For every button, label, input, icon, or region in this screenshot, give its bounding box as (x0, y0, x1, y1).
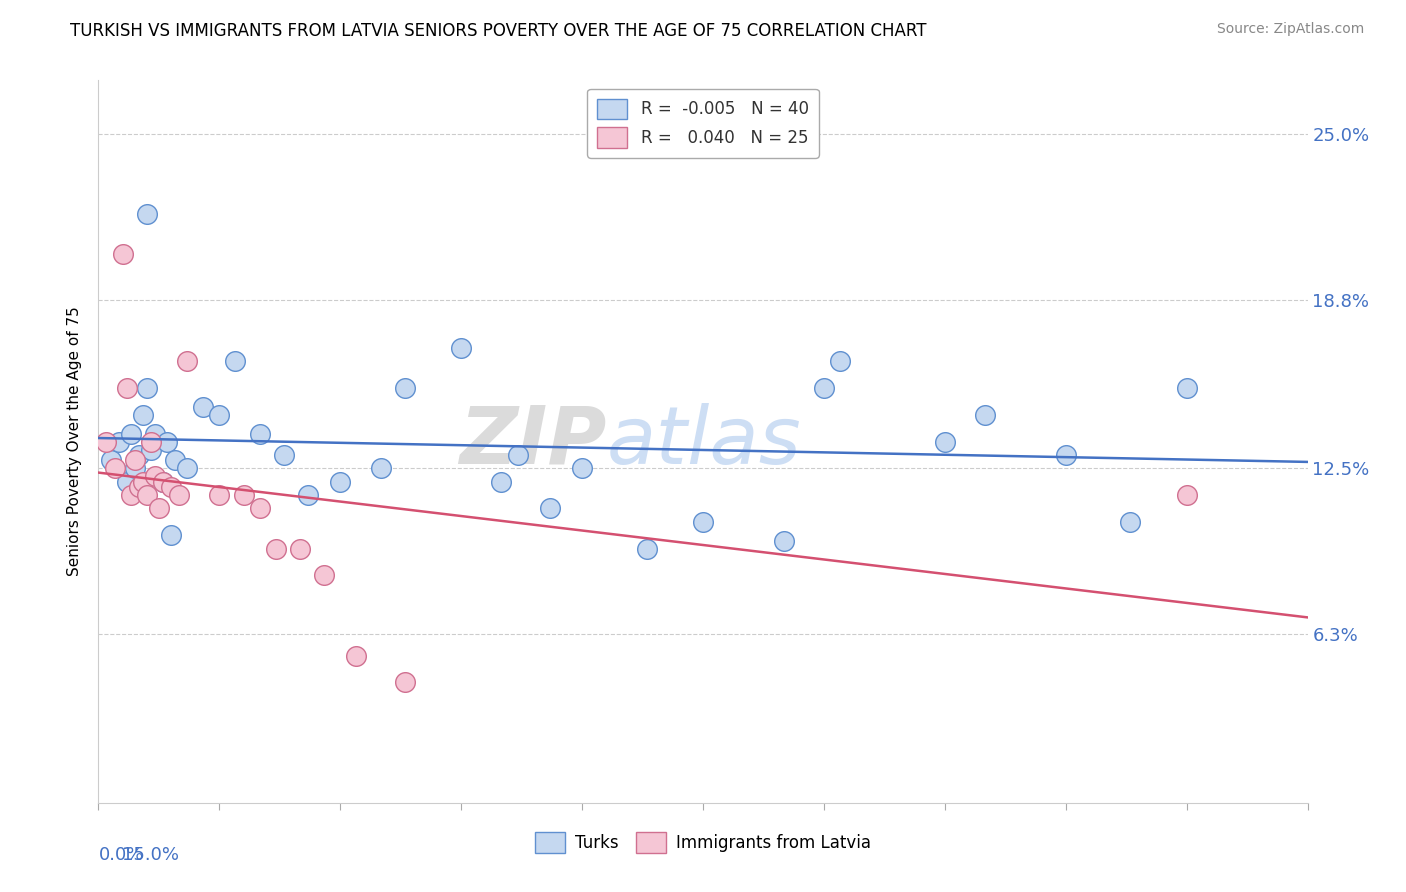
Point (813, 381, 835, 395)
Point (96, 434, 118, 449)
Point (176, 461, 198, 475)
Point (139, 442, 162, 457)
Point (491, 475, 513, 489)
Point (571, 461, 593, 475)
Point (1175, 381, 1198, 395)
Point (176, 354, 198, 368)
Point (160, 528, 183, 542)
Text: 0.0%: 0.0% (98, 847, 143, 864)
Point (120, 488, 142, 502)
Point (273, 448, 295, 462)
Point (160, 480, 183, 494)
Text: ZIP: ZIP (458, 402, 606, 481)
Point (208, 488, 231, 502)
Point (828, 354, 851, 368)
Point (115, 381, 138, 395)
Point (143, 426, 166, 441)
Text: Source: ZipAtlas.com: Source: ZipAtlas.com (1216, 22, 1364, 37)
Point (232, 488, 254, 502)
Point (115, 475, 138, 489)
Point (193, 400, 215, 414)
Text: atlas: atlas (606, 402, 801, 481)
Point (152, 475, 174, 489)
Point (128, 448, 150, 462)
Point (1175, 488, 1198, 502)
Point (772, 533, 794, 548)
Point (224, 354, 246, 368)
Legend: Turks, Immigrants from Latvia: Turks, Immigrants from Latvia (529, 826, 877, 860)
Point (124, 453, 146, 467)
Point (297, 488, 319, 502)
Point (506, 448, 529, 462)
Point (167, 488, 190, 502)
Point (163, 453, 186, 467)
Point (135, 381, 157, 395)
Point (692, 515, 714, 529)
Point (143, 469, 166, 483)
Point (370, 461, 392, 475)
Point (135, 488, 157, 502)
Text: TURKISH VS IMMIGRANTS FROM LATVIA SENIORS POVERTY OVER THE AGE OF 75 CORRELATION: TURKISH VS IMMIGRANTS FROM LATVIA SENIOR… (70, 22, 927, 40)
Point (314, 568, 336, 582)
Point (135, 207, 157, 221)
Point (156, 434, 179, 449)
Point (124, 461, 146, 475)
Point (974, 408, 997, 422)
Point (249, 501, 271, 516)
Point (450, 341, 472, 355)
Y-axis label: Seniors Poverty Over the Age of 75: Seniors Poverty Over the Age of 75 (67, 307, 83, 576)
Point (344, 648, 367, 663)
Point (152, 475, 174, 489)
Point (394, 381, 416, 395)
Point (139, 434, 162, 449)
Point (208, 408, 231, 422)
Point (934, 434, 956, 449)
Point (128, 480, 150, 494)
Point (148, 501, 170, 516)
Point (107, 434, 129, 449)
Point (394, 675, 416, 690)
Point (103, 461, 125, 475)
Point (1119, 515, 1142, 529)
Point (132, 475, 155, 489)
Point (120, 426, 142, 441)
Point (264, 541, 287, 556)
Point (329, 475, 352, 489)
Text: 15.0%: 15.0% (122, 847, 179, 864)
Point (111, 247, 134, 261)
Point (288, 541, 311, 556)
Point (100, 453, 122, 467)
Point (132, 408, 155, 422)
Point (538, 501, 561, 516)
Point (1054, 448, 1077, 462)
Point (636, 541, 658, 556)
Point (249, 426, 271, 441)
